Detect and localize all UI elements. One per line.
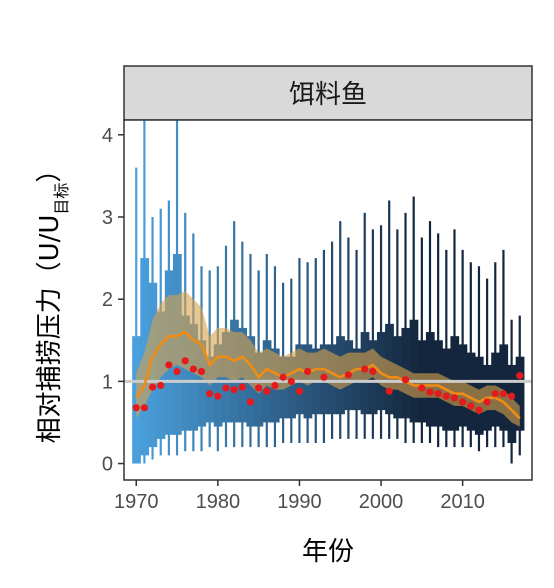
data-point xyxy=(426,388,434,396)
data-point xyxy=(263,387,271,395)
box xyxy=(197,340,207,427)
data-point xyxy=(246,398,255,406)
confidence-band xyxy=(136,291,520,427)
median-line-layer xyxy=(135,330,521,420)
box xyxy=(213,344,223,427)
box xyxy=(189,323,199,431)
y-axis: 0 1 2 3 4 xyxy=(102,125,124,476)
data-point xyxy=(157,381,165,390)
data-point xyxy=(132,404,140,412)
data-point xyxy=(140,404,148,412)
data-point xyxy=(467,402,475,410)
y-tick-label: 2 xyxy=(102,289,113,311)
x-tick-label: 1990 xyxy=(277,491,322,513)
data-point xyxy=(418,384,426,392)
box xyxy=(409,319,419,423)
plot-panel-border xyxy=(123,119,533,481)
data-point xyxy=(516,372,524,380)
data-point xyxy=(508,392,516,400)
confidence-band-layer xyxy=(136,291,520,427)
data-point xyxy=(442,392,450,400)
x-axis-title: 年份 xyxy=(302,537,354,567)
data-point xyxy=(499,390,508,398)
facet-strip-title: 饵料鱼 xyxy=(289,80,367,110)
box xyxy=(515,356,525,431)
data-point xyxy=(148,383,157,391)
data-point xyxy=(459,398,467,406)
facet-strip xyxy=(123,65,533,121)
median-line xyxy=(135,330,521,420)
y-axis-title: 相对捕捞压力（U/U目标） xyxy=(35,157,71,444)
data-point xyxy=(173,367,181,376)
data-point xyxy=(189,365,197,373)
data-point xyxy=(279,373,287,381)
data-point xyxy=(214,392,222,400)
plot-area xyxy=(123,119,533,481)
x-axis: 1970 1980 1990 2000 2010 xyxy=(114,480,485,513)
data-point xyxy=(475,406,483,414)
data-point xyxy=(320,373,328,381)
data-point xyxy=(401,376,410,384)
data-point xyxy=(238,383,246,391)
box xyxy=(181,315,190,431)
data-point xyxy=(483,398,491,406)
data-point xyxy=(255,384,263,392)
data-point xyxy=(295,387,304,395)
y-axis-title-subscript: 目标 xyxy=(52,183,71,215)
data-point xyxy=(197,367,206,376)
data-point xyxy=(344,371,352,379)
data-point xyxy=(230,385,238,394)
y-tick-label: 1 xyxy=(102,371,113,393)
box xyxy=(287,356,296,419)
data-point xyxy=(491,390,499,398)
points-layer xyxy=(132,357,524,414)
y-axis-title-close: ） xyxy=(35,157,65,183)
data-point xyxy=(369,367,377,376)
x-tick-label: 2010 xyxy=(440,491,485,513)
y-tick-label: 3 xyxy=(102,207,113,229)
data-point xyxy=(385,387,393,395)
data-point xyxy=(434,390,442,398)
data-point xyxy=(361,365,369,373)
data-point xyxy=(206,390,214,398)
data-point xyxy=(287,377,295,385)
data-point xyxy=(271,381,279,390)
box xyxy=(499,344,509,431)
y-tick-label: 0 xyxy=(102,454,113,476)
data-point xyxy=(165,361,173,369)
data-point xyxy=(450,394,459,402)
data-point xyxy=(222,384,230,392)
x-tick-label: 1970 xyxy=(114,491,159,513)
y-tick-label: 4 xyxy=(102,125,113,147)
data-point xyxy=(181,357,189,365)
x-tick-label: 1980 xyxy=(196,491,241,513)
data-point xyxy=(304,367,312,376)
box xyxy=(205,356,215,423)
y-axis-title-main: 相对捕捞压力（U/U xyxy=(35,215,65,444)
x-tick-label: 2000 xyxy=(359,491,404,513)
